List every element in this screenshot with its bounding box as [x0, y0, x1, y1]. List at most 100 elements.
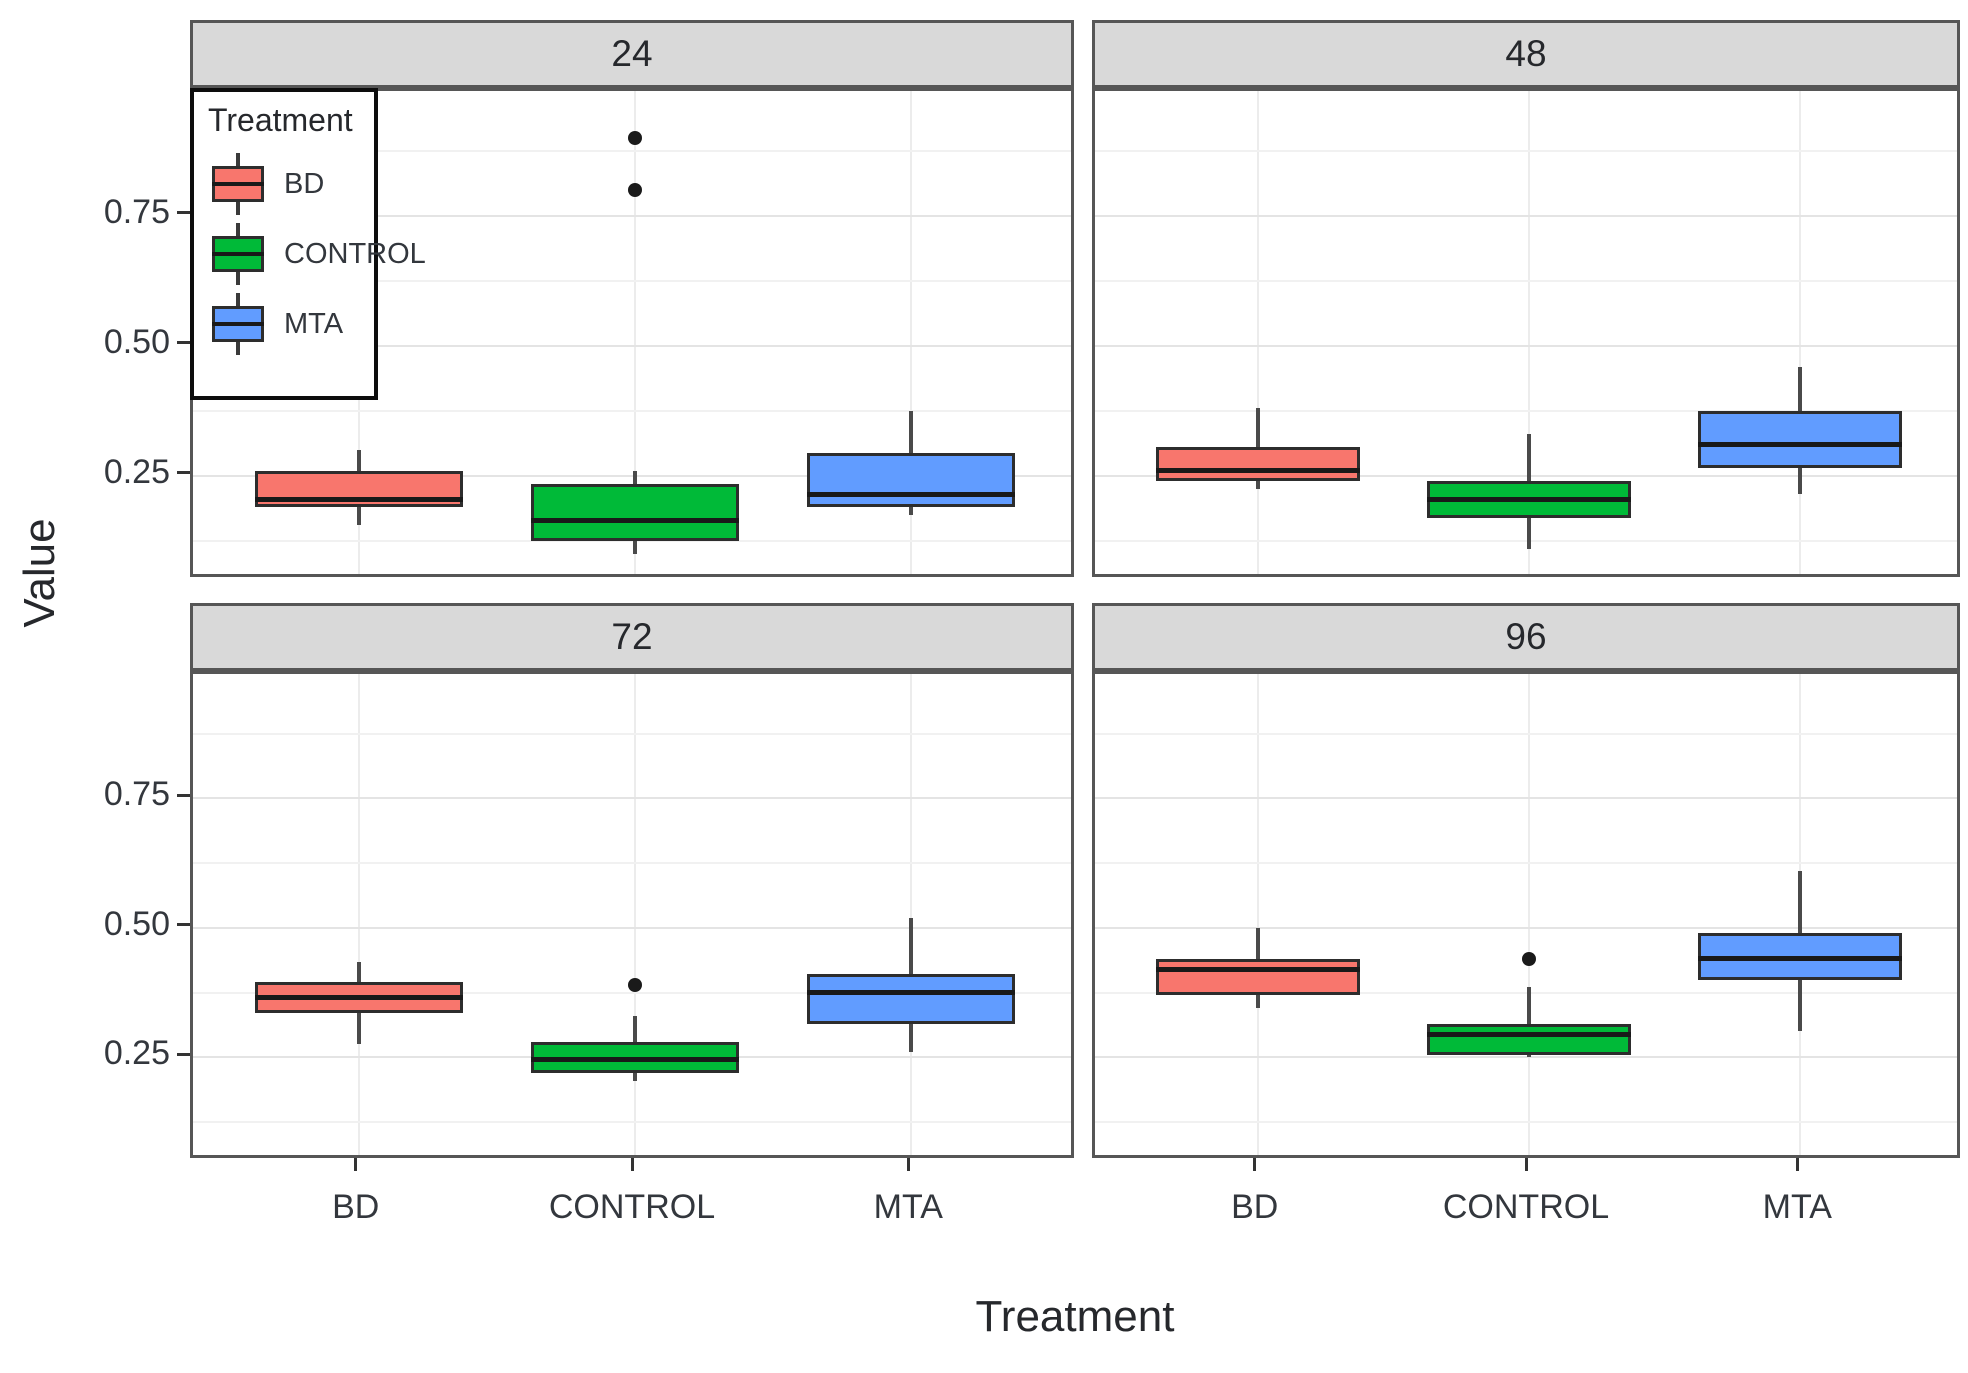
gridline-minor: [1095, 149, 1957, 152]
gridline-vertical: [910, 674, 913, 1155]
median-mta: [1698, 956, 1903, 962]
gridline-vertical: [910, 91, 913, 574]
whisker-control: [1527, 987, 1531, 1058]
facet-strip-48: 48: [1092, 20, 1960, 88]
gridline-major: [1095, 344, 1957, 347]
y-tick-label: 0.50: [103, 904, 170, 943]
gridline-minor: [1095, 862, 1957, 865]
gridline-minor: [1095, 1121, 1957, 1124]
facet-strip-label: 24: [611, 33, 653, 74]
x-axis-title: Treatment: [975, 1292, 1175, 1341]
gridline-major: [193, 344, 1071, 347]
x-tick-mark: [630, 1158, 634, 1171]
x-tick-mark: [1524, 1158, 1528, 1171]
median-control: [531, 517, 739, 523]
x-tick-mark: [1795, 1158, 1799, 1171]
y-tick-mark: [177, 923, 190, 927]
y-tick-mark: [177, 471, 190, 475]
legend-key-boxplot-icon: [206, 221, 270, 287]
facet-strip-72: 72: [190, 603, 1074, 671]
x-tick-label-mta: MTA: [873, 1188, 943, 1226]
gridline-minor: [1095, 539, 1957, 542]
gridline-major: [1095, 1056, 1957, 1059]
median-mta: [807, 990, 1016, 996]
gridline-minor: [193, 279, 1071, 282]
facet-strip-label: 96: [1505, 616, 1547, 657]
facet-panel-72: [190, 671, 1074, 1158]
outlier-dot: [1522, 951, 1536, 966]
facet-panel-48: [1092, 88, 1960, 577]
legend-key-boxplot-icon: [206, 151, 270, 217]
box-mta: [807, 452, 1016, 508]
facet-strip-label: 48: [1505, 33, 1547, 74]
x-tick-mark: [354, 1158, 358, 1171]
gridline-minor: [193, 862, 1071, 865]
x-tick-label-mta: MTA: [1762, 1188, 1832, 1226]
median-mta: [1698, 442, 1903, 448]
median-bd: [254, 995, 463, 1001]
outlier-dot: [628, 182, 642, 197]
box-control: [531, 1041, 739, 1073]
facet-panel-96: [1092, 671, 1960, 1158]
gridline-minor: [193, 409, 1071, 412]
box-control: [1427, 1023, 1631, 1055]
legend-key-median: [212, 182, 264, 186]
box-mta: [1698, 410, 1903, 469]
legend-title: Treatment: [208, 102, 353, 138]
y-tick-label: 0.25: [103, 1034, 170, 1073]
gridline-minor: [193, 539, 1071, 542]
outlier-dot: [628, 130, 642, 145]
y-tick-mark: [177, 211, 190, 215]
median-mta: [807, 491, 1016, 497]
legend: Treatment BD CONTROL MTA: [190, 88, 426, 400]
facet-strip-label: 72: [611, 616, 653, 657]
x-tick-label-bd: BD: [332, 1188, 380, 1226]
median-bd: [1155, 468, 1360, 474]
y-tick-label: 0.75: [103, 775, 170, 814]
gridline-major: [1095, 214, 1957, 217]
gridline-vertical: [357, 674, 360, 1155]
gridline-major: [1095, 474, 1957, 477]
median-control: [531, 1057, 739, 1063]
gridline-minor: [193, 991, 1071, 994]
gridline-major: [193, 926, 1071, 929]
outlier-dot: [628, 977, 642, 992]
median-control: [1427, 496, 1631, 502]
x-tick-mark: [906, 1158, 910, 1171]
gridline-major: [1095, 797, 1957, 800]
x-tick-label-bd: BD: [1231, 1188, 1279, 1226]
box-control: [531, 483, 739, 541]
gridline-vertical: [1528, 91, 1530, 574]
gridline-minor: [193, 1121, 1071, 1124]
median-bd: [254, 496, 463, 502]
gridline-minor: [193, 149, 1071, 152]
facet-strip-96: 96: [1092, 603, 1960, 671]
gridline-vertical: [634, 91, 636, 574]
y-tick-mark: [177, 793, 190, 797]
gridline-minor: [193, 732, 1071, 735]
legend-key-median: [212, 252, 264, 256]
legend-entry-bd: BD: [206, 149, 374, 219]
y-tick-mark: [177, 1052, 190, 1056]
y-tick-label: 0.50: [103, 322, 170, 361]
legend-key-median: [212, 322, 264, 326]
x-tick-label-control: CONTROL: [1442, 1188, 1610, 1226]
box-mta: [1698, 933, 1903, 980]
legend-key-boxplot-icon: [206, 291, 270, 357]
box-bd: [1155, 447, 1360, 482]
y-tick-label: 0.75: [103, 192, 170, 231]
x-tick-mark: [1253, 1158, 1257, 1171]
legend-label: CONTROL: [284, 237, 426, 270]
facet-strip-24: 24: [190, 20, 1074, 88]
gridline-major: [1095, 926, 1957, 929]
gridline-minor: [1095, 409, 1957, 412]
legend-entries: BD CONTROL MTA: [206, 149, 426, 359]
median-bd: [1155, 966, 1360, 972]
legend-label: BD: [284, 167, 325, 200]
legend-label: MTA: [284, 307, 344, 340]
box-bd: [1155, 958, 1360, 996]
gridline-vertical: [1528, 674, 1530, 1155]
gridline-major: [193, 474, 1071, 477]
gridline-major: [193, 797, 1071, 800]
